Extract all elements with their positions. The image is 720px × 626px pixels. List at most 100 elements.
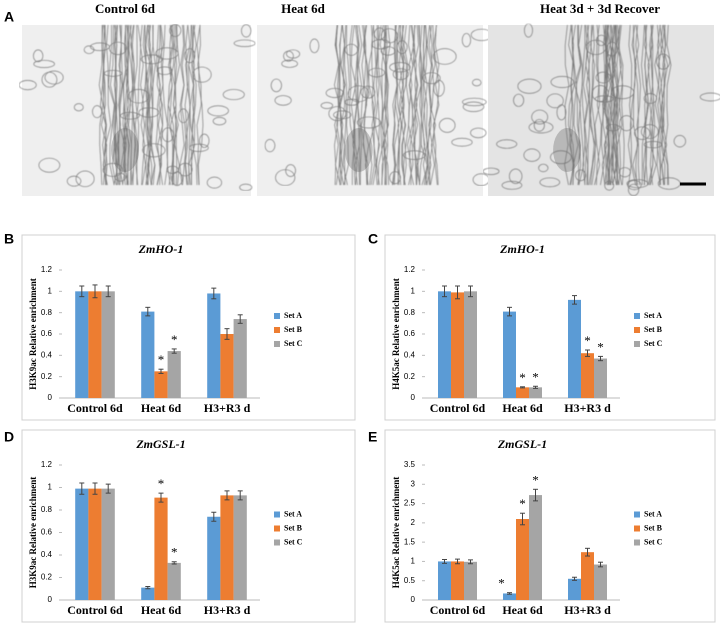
error-bar bbox=[507, 306, 512, 317]
cell-wall bbox=[368, 24, 375, 186]
cell bbox=[501, 180, 523, 190]
cell bbox=[264, 139, 276, 153]
cell-wall bbox=[362, 24, 369, 186]
cell bbox=[171, 171, 183, 186]
bar bbox=[207, 293, 221, 398]
y-tick-label: 0 bbox=[411, 595, 416, 604]
cell bbox=[539, 177, 561, 188]
cell-wall bbox=[357, 24, 363, 186]
chart-frame bbox=[21, 234, 356, 421]
cell-wall bbox=[110, 24, 117, 186]
cell-wall bbox=[359, 24, 366, 186]
cell bbox=[461, 33, 472, 48]
cell bbox=[462, 101, 485, 112]
cell-wall bbox=[196, 24, 202, 186]
legend-swatch bbox=[634, 511, 640, 518]
cell bbox=[169, 24, 182, 37]
cell-wall bbox=[124, 24, 129, 186]
x-tick-label: Control 6d bbox=[430, 603, 486, 617]
significance-mark: * bbox=[171, 332, 178, 347]
cell bbox=[451, 137, 473, 147]
legend-label: Set A bbox=[284, 509, 302, 518]
x-tick-label: H3+R3 d bbox=[564, 603, 611, 617]
cell-wall bbox=[361, 24, 368, 186]
error-bar bbox=[455, 285, 460, 300]
cell-wall bbox=[167, 24, 175, 186]
legend-swatch bbox=[274, 539, 280, 546]
y-tick-label: 0.8 bbox=[41, 308, 53, 317]
cell-wall bbox=[422, 24, 428, 186]
cell bbox=[389, 62, 411, 73]
bar bbox=[141, 311, 155, 398]
y-tick-label: 1 bbox=[411, 286, 416, 295]
cell-wall bbox=[144, 25, 149, 186]
cell bbox=[184, 48, 196, 64]
cell bbox=[356, 116, 381, 129]
error-bar bbox=[533, 385, 538, 389]
error-bar bbox=[171, 561, 177, 565]
y-tick-label: 0.6 bbox=[41, 329, 53, 338]
cell-wall bbox=[383, 24, 389, 186]
micrograph bbox=[488, 25, 714, 196]
legend-label: Set A bbox=[644, 311, 662, 320]
legend-label: Set B bbox=[284, 523, 303, 532]
cell-wall bbox=[147, 24, 153, 186]
bar bbox=[529, 387, 542, 398]
cell bbox=[138, 107, 160, 118]
cell bbox=[550, 76, 574, 88]
cell-wall bbox=[649, 24, 657, 186]
cell bbox=[403, 150, 426, 160]
y-tick-label: 0 bbox=[411, 393, 416, 402]
cell-wall bbox=[123, 24, 130, 186]
bar bbox=[451, 561, 464, 600]
cell bbox=[142, 143, 166, 158]
cell bbox=[517, 78, 542, 94]
cell-wall bbox=[594, 24, 600, 186]
cell-wall bbox=[118, 24, 124, 186]
cell-wall bbox=[181, 24, 187, 186]
x-tick-label: Heat 6d bbox=[502, 401, 543, 415]
cell bbox=[207, 105, 229, 117]
cell bbox=[523, 148, 541, 162]
legend-label: Set C bbox=[284, 339, 303, 348]
image-title: Heat 3d + 3d Recover bbox=[540, 1, 660, 16]
cell-wall bbox=[139, 24, 146, 186]
cell-wall bbox=[564, 24, 570, 186]
cell bbox=[546, 93, 564, 109]
cell-wall bbox=[190, 24, 196, 186]
legend-swatch bbox=[634, 539, 640, 546]
cell bbox=[389, 171, 401, 185]
legend-label: Set B bbox=[644, 325, 663, 334]
error-bar bbox=[442, 559, 447, 564]
cell-wall bbox=[179, 24, 185, 186]
legend-swatch bbox=[634, 327, 640, 333]
legend-label: Set C bbox=[644, 537, 663, 546]
panel-label: C bbox=[368, 231, 378, 247]
bar bbox=[167, 351, 181, 398]
cell bbox=[531, 109, 549, 125]
bar bbox=[594, 358, 607, 398]
bar bbox=[464, 561, 477, 600]
cell bbox=[114, 173, 127, 182]
significance-mark: * bbox=[597, 339, 604, 354]
y-tick-label: 0.5 bbox=[404, 576, 416, 585]
cell-wall bbox=[391, 24, 398, 186]
bar bbox=[594, 564, 607, 600]
cell bbox=[320, 102, 334, 109]
cell bbox=[496, 139, 518, 149]
cell bbox=[634, 126, 651, 140]
cell-wall bbox=[635, 24, 641, 186]
cell-wall bbox=[590, 24, 597, 186]
cell-wall bbox=[155, 24, 162, 186]
cell-wall bbox=[422, 24, 429, 186]
cell-lines bbox=[482, 23, 720, 197]
cell-wall bbox=[660, 24, 666, 186]
cell-wall bbox=[397, 24, 404, 186]
cell-wall bbox=[581, 24, 586, 186]
x-tick-label: Heat 6d bbox=[502, 603, 543, 617]
cell bbox=[140, 54, 163, 65]
cell-wall bbox=[190, 24, 197, 186]
cell-wall bbox=[162, 24, 168, 186]
cell-wall bbox=[664, 24, 672, 186]
cell-wall bbox=[141, 24, 147, 186]
